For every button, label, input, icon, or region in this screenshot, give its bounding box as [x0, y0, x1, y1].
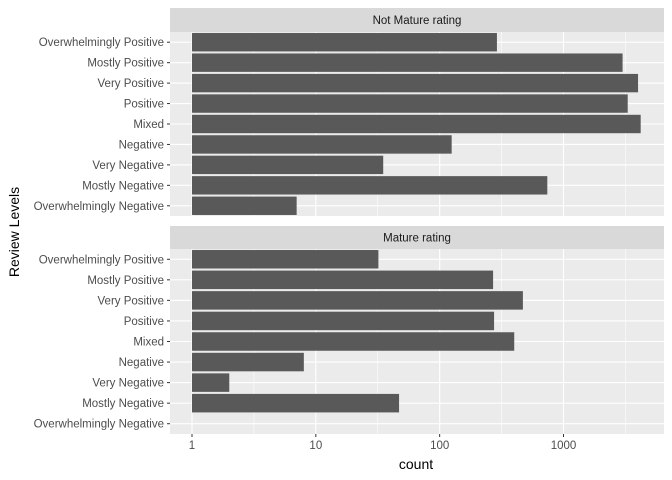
bar: [192, 135, 452, 154]
bar: [192, 291, 523, 310]
facet-strip-label-1: Not Mature rating: [373, 15, 462, 27]
y-tick-label: Mixed: [133, 119, 164, 131]
y-tick-label: Overwhelmingly Negative: [34, 419, 164, 431]
y-tick-label: Overwhelmingly Positive: [39, 37, 164, 49]
bar: [192, 53, 623, 72]
x-tick-label: 100: [430, 440, 449, 452]
bar: [192, 94, 628, 113]
y-tick-label: Very Positive: [98, 295, 164, 307]
y-tick-label: Positive: [124, 316, 164, 328]
y-tick-label: Mostly Positive: [87, 58, 164, 70]
facet-strip-label-2: Mature rating: [383, 233, 451, 245]
x-tick-label: 10: [309, 440, 322, 452]
bar: [192, 196, 297, 215]
y-axis-title: Review Levels: [6, 187, 22, 277]
y-tick-label: Mixed: [133, 337, 164, 349]
bar: [192, 155, 384, 175]
bar: [192, 114, 641, 134]
y-tick-label: Mostly Negative: [82, 180, 164, 192]
y-tick-label: Overwhelmingly Negative: [34, 201, 164, 213]
facet-strip-1: [170, 8, 664, 32]
bar: [192, 270, 494, 290]
y-tick-label: Very Positive: [98, 78, 164, 90]
y-tick-label: Negative: [119, 357, 164, 369]
y-tick-label: Very Negative: [92, 160, 164, 172]
y-tick-label: Mostly Negative: [82, 398, 164, 410]
bar: [192, 311, 495, 331]
y-tick-label: Mostly Positive: [87, 275, 164, 287]
bar: [192, 176, 548, 195]
bar: [192, 250, 379, 269]
bar: [192, 33, 497, 52]
x-tick-label: 1: [189, 440, 195, 452]
y-tick-label: Overwhelmingly Positive: [39, 254, 164, 266]
bar: [192, 73, 639, 93]
facet-strip-2: [170, 226, 664, 249]
x-axis-title: count: [399, 456, 433, 472]
y-tick-label: Negative: [119, 139, 164, 151]
bar: [192, 332, 515, 351]
bar: [192, 393, 400, 413]
x-tick-label: 1000: [551, 440, 577, 452]
y-tick-label: Very Negative: [92, 378, 164, 390]
bar: [192, 352, 304, 372]
bar: [192, 373, 230, 392]
y-tick-label: Positive: [124, 99, 164, 111]
